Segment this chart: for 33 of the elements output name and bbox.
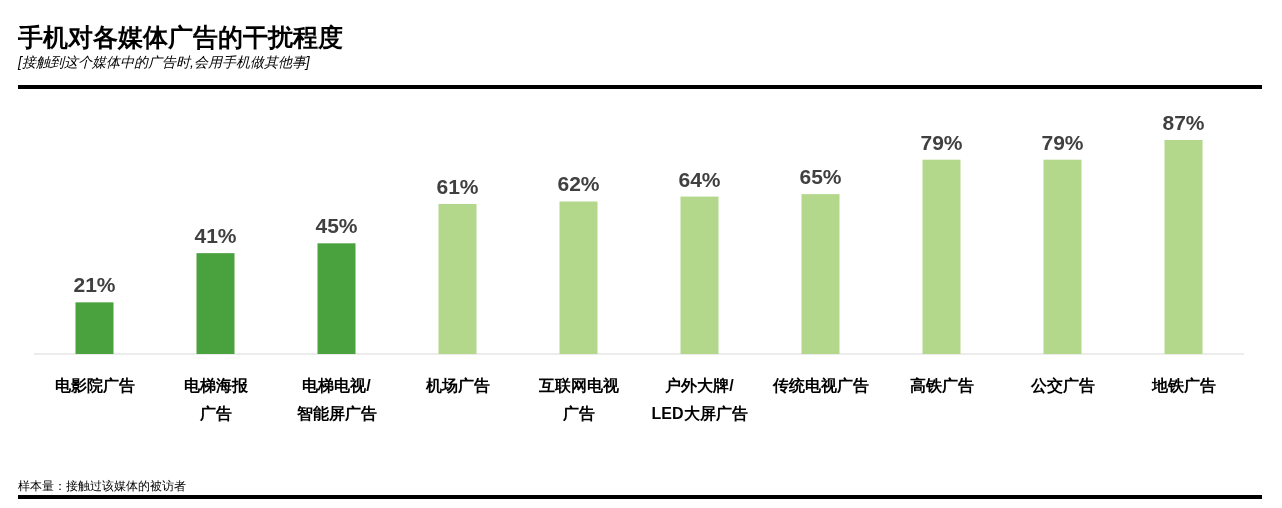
bar [75, 302, 114, 354]
bar [317, 243, 356, 354]
bar [1043, 159, 1082, 354]
x-tick-label: 互联网电视广告 [537, 376, 620, 424]
data-label: 41% [194, 224, 237, 248]
x-tick-label: 户外大牌/LED大屏广告 [650, 376, 749, 424]
data-label: 87% [1162, 111, 1205, 134]
bar [1164, 140, 1203, 354]
text: 样本量：接触过该媒体的被访者 [18, 479, 186, 493]
x-tick-label: 地铁广告 [1150, 376, 1217, 396]
data-label: 65% [799, 165, 842, 189]
x-tick-label: 电梯电视/智能屏广告 [295, 376, 378, 424]
bar [801, 194, 840, 354]
x-tick-label: 公交广告 [1029, 376, 1096, 396]
bar [559, 201, 598, 354]
data-label: 64% [678, 167, 721, 191]
x-tick-label: 高铁广告 [908, 376, 975, 396]
bar [680, 196, 719, 354]
x-tick-label: 电影院广告 [53, 376, 136, 396]
data-label: 62% [557, 172, 600, 196]
data-label: 79% [1041, 130, 1084, 154]
x-tick-label: 传统电视广告 [771, 376, 870, 396]
chart-title: 手机对各媒体广告的干扰程度 [17, 23, 343, 51]
data-label: 79% [920, 130, 963, 154]
x-tick-label: 电梯海报广告 [182, 376, 249, 424]
chart-subtitle: [接触到这个媒体中的广告时,会用手机做其他事] [17, 54, 311, 70]
x-tick-label: 机场广告 [424, 376, 491, 396]
data-label: 21% [73, 273, 116, 297]
bar [196, 253, 235, 354]
bar [438, 203, 477, 354]
data-label: 45% [315, 214, 358, 238]
bar [922, 159, 961, 354]
data-label: 61% [436, 174, 479, 198]
